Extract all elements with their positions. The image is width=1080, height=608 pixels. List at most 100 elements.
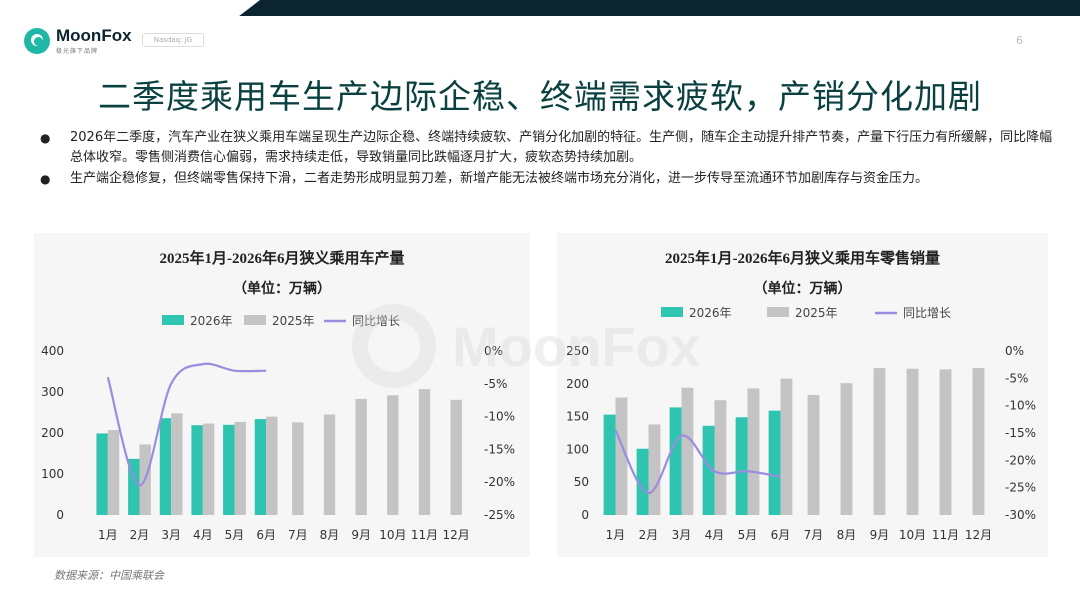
x-tick-label: 2月 [639,528,659,542]
bar-2025 [648,424,661,515]
x-tick-label: 9月 [870,528,890,542]
x-tick-label: 11月 [932,528,959,542]
x-tick-label: 7月 [804,528,824,542]
brand-logo: MoonFox 极光旗下品牌 [24,27,132,55]
y2-tick-label: 0% [484,344,503,358]
bar-2025 [450,399,462,515]
y-tick-label: 100 [41,467,64,481]
x-tick-label: 12月 [965,528,992,542]
bar-2025 [840,383,853,515]
x-tick-label: 5月 [225,528,245,542]
bar-2025 [873,368,886,515]
x-tick-label: 3月 [161,528,181,542]
bar-2025 [355,398,367,515]
bar-2026 [128,458,140,515]
y2-tick-label: -5% [484,377,507,391]
y2-tick-label: -15% [1005,426,1036,440]
legend-swatch [244,315,266,325]
x-tick-label: 5月 [738,528,758,542]
bar-2025 [387,395,399,515]
production-chart-svg: 2025年1月-2026年6月狭义乘用车产量 （单位：万辆） 2026年 2025年 同… [41,249,515,542]
y-tick-label: 300 [41,385,64,399]
bullet-dot-icon: ● [40,131,51,145]
bar-2026 [636,448,649,515]
bar-2025 [780,378,793,515]
chart-subtitle: （单位：万辆） [754,280,852,297]
bar-2025 [906,368,919,515]
brand-subtitle: 极光旗下品牌 [56,48,99,55]
source-note: 数据来源：中国乘联会 [54,569,164,582]
y-tick-label: 0 [581,508,589,522]
legend-swatch [661,307,683,317]
x-tick-label: 9月 [351,528,371,542]
x-tick-label: 11月 [411,528,438,542]
x-tick-label: 7月 [288,528,308,542]
bullet-text: 2026年二季度，汽车产业在狭义乘用车端呈现生产边际企稳、终端持续疲软、产销分化… [70,130,1053,165]
bar-2025 [714,400,727,515]
x-tick-label: 3月 [672,528,692,542]
y-tick-label: 100 [566,442,589,456]
y-tick-label: 400 [41,344,64,358]
x-tick-label: 8月 [837,528,857,542]
nasdaq-badge: Nasdaq: JG [142,33,204,47]
bar-2025 [234,421,246,515]
legend-label: 2026年 [190,314,233,328]
x-tick-label: 4月 [193,528,213,542]
x-tick-label: 2月 [130,528,150,542]
bar-2025 [107,430,120,515]
yoy-line [106,362,267,487]
y2-tick-label: -10% [484,410,515,424]
bar-2025 [292,422,304,515]
x-tick-label: 12月 [443,528,470,542]
x-tick-label: 10月 [379,528,406,542]
top-bar-notch [0,0,260,16]
chart-title: 2025年1月-2026年6月狭义乘用车产量 [160,249,405,267]
yoy-line [614,429,781,495]
y2-tick-label: -10% [1005,399,1036,413]
moonfox-logo-icon [24,28,50,54]
y2-tick-label: -5% [1005,371,1028,385]
y-tick-label: 200 [566,377,589,391]
page-title: 二季度乘用车生产边际企稳、终端需求疲软，产销分化加剧 [98,77,982,116]
chart-subtitle: （单位：万辆） [233,280,331,297]
y2-tick-label: -25% [484,508,515,522]
bar-2026 [768,410,781,515]
bar-2026 [702,425,715,515]
legend-label: 2025年 [272,314,315,328]
bar-2025 [323,414,336,515]
x-tick-label: 10月 [899,528,926,542]
y2-tick-label: -30% [1005,508,1036,522]
bar-2025 [266,416,278,515]
legend-swatch [767,307,789,317]
retail-chart: 2025年1月-2026年6月狭义乘用车零售销量 （单位：万辆） 2026年 2025… [557,233,1048,557]
bar-2026 [735,417,748,515]
x-tick-label: 1月 [606,528,626,542]
retail-chart-svg: 2025年1月-2026年6月狭义乘用车零售销量 （单位：万辆） 2026年 2025… [566,249,1036,542]
x-tick-label: 6月 [771,528,791,542]
y-tick-label: 250 [566,344,589,358]
bar-2025 [202,423,215,515]
bar-2026 [603,414,616,515]
y-tick-label: 150 [566,410,589,424]
bar-2025 [171,413,183,515]
bullet-item: ● 生产端企稳修复，但终端零售保持下滑，二者走势形成明显剪刀差，新增产能无法被终… [40,169,1060,189]
bar-2025 [807,394,820,515]
y2-tick-label: -20% [484,475,515,489]
top-bar [0,0,1080,16]
bar-2025 [972,368,985,515]
legend-label: 同比增长 [903,306,951,320]
legend-swatch [162,315,184,325]
y-tick-label: 50 [574,475,589,489]
bar-2026 [191,425,203,515]
bar-2025 [747,388,760,515]
x-tick-label: 6月 [256,528,276,542]
y2-tick-label: -15% [484,442,515,456]
page-number: 6 [1016,34,1023,47]
x-tick-label: 1月 [98,528,118,542]
summary-bullets: ● 2026年二季度，汽车产业在狭义乘用车端呈现生产边际企稳、终端持续疲软、产销… [40,128,1060,190]
bar-2026 [159,418,172,515]
y-tick-label: 200 [41,426,64,440]
chart-title: 2025年1月-2026年6月狭义乘用车零售销量 [665,249,940,267]
bar-2026 [223,424,235,515]
y2-tick-label: -20% [1005,453,1036,467]
